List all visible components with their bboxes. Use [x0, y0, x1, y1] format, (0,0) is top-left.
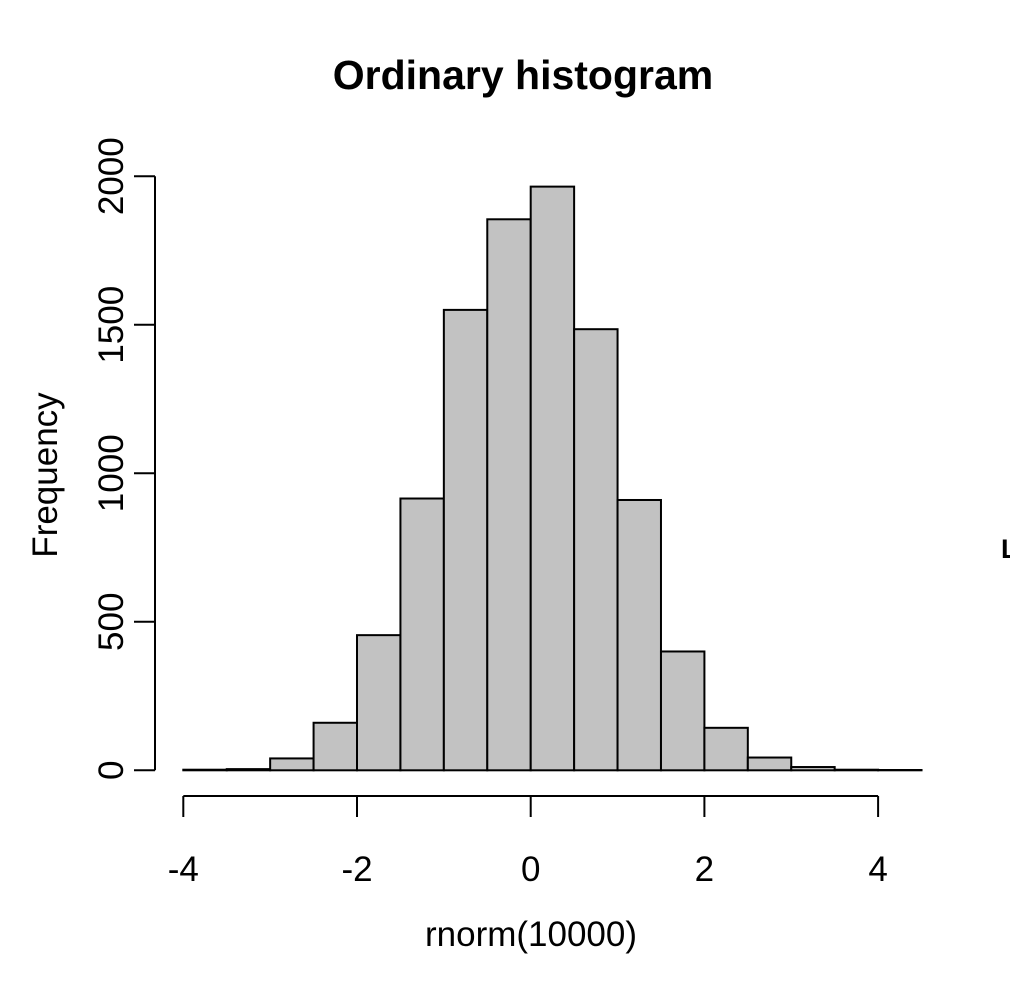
x-tick-label: 4	[868, 850, 887, 889]
x-axis: -4 -2 0 2 4	[168, 795, 888, 889]
chart-title: Ordinary histogram	[332, 52, 714, 98]
histogram-bar	[312, 721, 359, 772]
y-tick-label: 1500	[92, 286, 131, 364]
x-tick-label: 2	[695, 850, 714, 889]
histogram-bar	[442, 308, 489, 772]
histogram-bar	[399, 497, 445, 772]
y-axis: 0 500 1000 1500 2000	[92, 137, 156, 780]
y-tick-label: 0	[92, 761, 131, 780]
histogram-bar	[703, 726, 749, 772]
histogram-bar	[790, 766, 836, 772]
histogram-bar	[486, 218, 532, 772]
x-tick-label: 0	[521, 850, 540, 889]
histogram-bar	[529, 185, 576, 772]
histogram-bars	[182, 185, 923, 772]
histogram-bar	[356, 634, 402, 772]
y-tick-label: 500	[92, 593, 131, 651]
histogram-bar	[833, 768, 880, 772]
histogram-bar	[182, 768, 228, 772]
histogram-bar	[659, 650, 706, 772]
x-tick-label: -2	[341, 850, 372, 889]
clipped-glyph: L	[1001, 534, 1010, 564]
histogram-bar	[269, 757, 315, 772]
y-tick-label: 1000	[92, 434, 131, 512]
y-tick-label: 2000	[92, 137, 131, 215]
y-axis-label: Frequency	[26, 392, 65, 558]
x-axis-label: rnorm(10000)	[424, 915, 638, 954]
histogram-bar	[573, 328, 619, 772]
x-tick-label: -4	[168, 850, 199, 889]
histogram-bar	[225, 768, 272, 772]
histogram-bar	[616, 498, 662, 772]
histogram-bar	[746, 756, 793, 772]
